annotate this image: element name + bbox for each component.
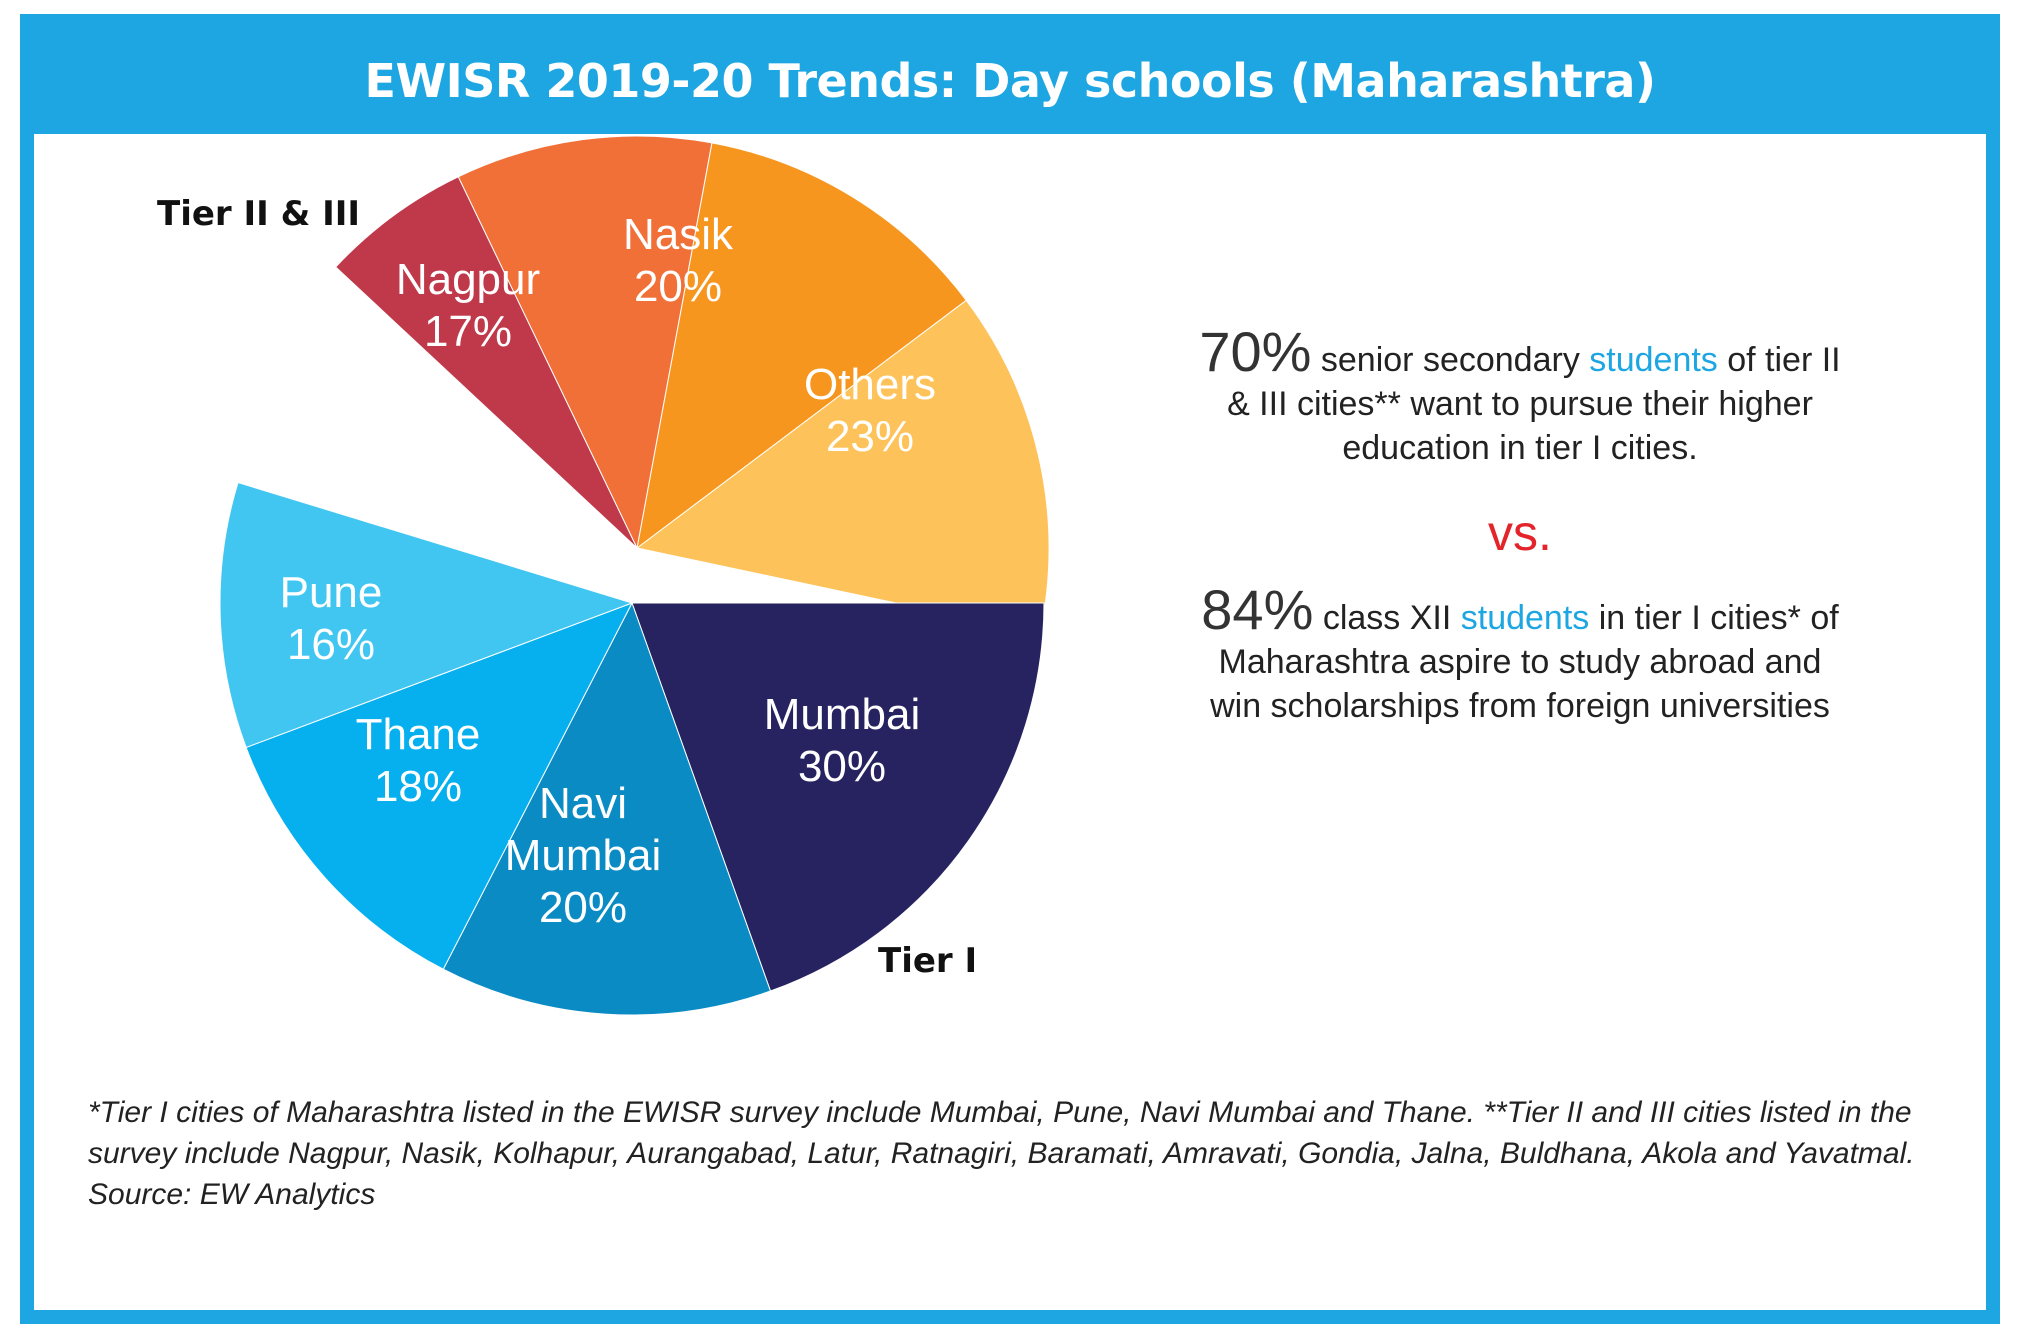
pie-slice-mumbai: [631, 602, 1045, 992]
slice-label-pune: Pune 16%: [280, 568, 383, 669]
source-text: Source: EW Analytics: [88, 1178, 376, 1211]
stat-percent: 84%: [1201, 578, 1314, 641]
footnote: *Tier I cities of Maharashtra listed in …: [88, 1092, 1958, 1215]
infographic-frame: EWISR 2019-20 Trends: Day schools (Mahar…: [20, 14, 2000, 1324]
slice-label-kolhapur: Kolhapur10%: [271, 368, 459, 493]
stat-text: senior secondary: [1311, 341, 1590, 379]
tier-label-2-3: Tier II & III: [157, 194, 360, 234]
stat-highlight: students: [1460, 599, 1590, 637]
pie-slice-nasik: [636, 142, 967, 550]
title-bar: EWISR 2019-20 Trends: Day schools (Mahar…: [34, 28, 1986, 134]
slice-label-nagpur: Nagpur 17%: [396, 255, 540, 356]
pie-slice-kolhapur: [334, 176, 638, 549]
stat-tier1: 84% class XII students in tier I cities*…: [1190, 582, 1850, 728]
footnote-text: *Tier I cities of Maharashtra listed in …: [88, 1096, 1915, 1170]
page-title: EWISR 2019-20 Trends: Day schools (Mahar…: [364, 54, 1656, 108]
slice-label-others: Others 23%: [804, 360, 936, 461]
pie-slice-others: [635, 299, 1050, 635]
pie-slice-nagpur: [457, 135, 713, 550]
stats-panel: 70% senior secondary students of tier II…: [1190, 324, 1850, 728]
pie-group-tier1: Mumbai 30% Navi Mumbai 20%Thane 18% Pune 16% Tie…: [219, 481, 1045, 1016]
pie-slice-thane: [245, 602, 634, 970]
slice-label-thane: Thane 18%: [356, 710, 481, 811]
stat-tier2-3: 70% senior secondary students of tier II…: [1190, 324, 1850, 470]
pie-slice-pune: [219, 481, 634, 749]
pie-slice-navi-mumbai: [442, 601, 772, 1016]
stat-highlight: students: [1589, 341, 1718, 379]
stat-text: class XII: [1313, 599, 1461, 637]
vs-label: vs.: [1488, 505, 1552, 561]
slice-label-navi-mumbai: Navi Mumbai 20%: [505, 779, 662, 932]
stat-percent: 70%: [1199, 320, 1312, 383]
slice-label-nasik: Nasik 20%: [623, 210, 734, 311]
stat-text: of tier II & III cities** want to pursue…: [1227, 341, 1841, 467]
stat-text: in tier I cities* of Maharashtra aspire …: [1210, 599, 1839, 725]
pie-group-tier2-3: Others 23% Nasik 20% Nagpur 17% Kolhapur10% Tie…: [157, 135, 1050, 635]
tier-label-1: Tier I: [878, 941, 977, 981]
slice-label-mumbai: Mumbai 30%: [764, 690, 921, 791]
